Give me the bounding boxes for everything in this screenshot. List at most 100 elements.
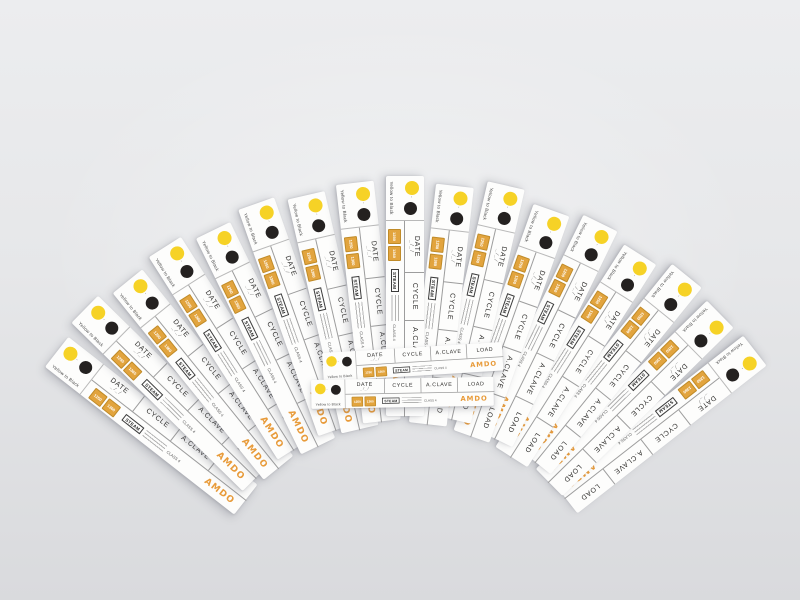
steam-label: STEAM [351, 275, 362, 300]
color-change-caption: Yellow to Black [389, 181, 394, 215]
black-processed-dot-icon [102, 318, 121, 338]
test-strip: - Yellow to Black DATE _/_/ CYCLE A.CLAV… [311, 376, 495, 409]
color-change-caption: Yellow to Black [242, 212, 259, 246]
dot-transition-dash-icon: - [265, 219, 272, 224]
field-load: LOAD [458, 377, 495, 392]
black-processed-dot-icon [143, 293, 162, 313]
field-date: DATE _/_/ [345, 378, 385, 394]
indicator-block-2: 1360 [305, 264, 322, 282]
dot-transition-dash-icon: - [326, 387, 328, 392]
indicator-dots-section: - Yellow to Black [386, 176, 424, 221]
fine-print-text [412, 365, 433, 373]
yellow-unprocessed-dot-icon [405, 181, 419, 195]
fine-print-text [282, 317, 299, 346]
dot-transition-dash-icon: - [359, 201, 367, 205]
field-date: DATE _/_/ [405, 221, 424, 273]
black-processed-dot-icon [263, 224, 281, 241]
field-aclave: A.CLAVE [421, 377, 458, 393]
dot-transition-dash-icon: - [337, 359, 339, 365]
field-load-label: LOAD [467, 381, 485, 388]
black-processed-dot-icon [661, 295, 680, 314]
field-date-label: DATE [413, 235, 421, 258]
black-processed-dot-icon [618, 275, 637, 294]
class-label: CLASS 4 [424, 397, 437, 402]
indicator-block-2: 1360 [471, 250, 488, 268]
color-change-caption: Yellow to Black [315, 402, 341, 407]
class-label: CLASS 4 [165, 449, 182, 464]
yellow-unprocessed-dot-icon [257, 203, 276, 222]
field-load-label: LOAD [505, 410, 522, 434]
indicator-block-1: 1250 [388, 229, 402, 244]
dot-transition-dash-icon: - [504, 205, 511, 209]
fine-print-text [354, 302, 366, 329]
yellow-unprocessed-dot-icon [325, 355, 338, 367]
black-processed-dot-icon [177, 262, 196, 281]
chemical-indicator-blocks: 1250 1360 [388, 229, 402, 261]
color-change-caption: Yellow to Black [339, 189, 349, 223]
steam-label: STEAM [427, 276, 439, 301]
black-processed-dot-icon [310, 217, 327, 234]
black-processed-dot-icon [496, 210, 513, 227]
chemical-indicator-blocks: 1250 1360 [344, 235, 361, 270]
dot-transition-dash-icon: - [455, 206, 462, 209]
indicator-dots-section: - Yellow to Black [477, 181, 525, 234]
black-processed-dot-icon [691, 331, 711, 351]
field-load: LOAD [466, 342, 503, 358]
class-label: CLASS 4 [392, 324, 398, 341]
field-cycle-label: CYCLE [445, 292, 456, 321]
yellow-unprocessed-dot-icon [355, 186, 371, 202]
field-cycle: CYCLE [394, 346, 432, 363]
field-cycle-label: CYCLE [411, 282, 418, 311]
dot-transition-dash-icon: - [313, 212, 320, 216]
yellow-unprocessed-dot-icon [307, 196, 324, 214]
dot-transition-dash-icon: - [408, 196, 414, 198]
steam-label: STEAM [241, 316, 259, 341]
yellow-unprocessed-dot-icon [215, 228, 234, 248]
steam-label: STEAM [499, 293, 515, 318]
indicator-block-2: 1360 [375, 365, 388, 377]
indicator-block-1: 1250 [301, 247, 318, 266]
indicator-block-1: 1250 [513, 254, 531, 274]
field-cycle-label: CYCLE [372, 287, 383, 316]
class-label: CLASS 4 [211, 401, 226, 418]
indicator-block-1: 1250 [362, 366, 375, 378]
field-cycle-label: CYCLE [335, 296, 349, 325]
indicator-block-1: 1250 [351, 396, 364, 407]
black-processed-dot-icon [223, 248, 241, 266]
black-processed-dot-icon [76, 358, 95, 377]
indicator-block-2: 1360 [507, 270, 525, 290]
class-label: CLASS 4 [434, 365, 447, 370]
field-load-label: LOAD [522, 431, 541, 454]
fine-print-text [424, 302, 436, 330]
indicator-block-2: 1360 [548, 278, 567, 299]
yellow-unprocessed-dot-icon [452, 190, 469, 207]
chemical-indicator-blocks: 1250 1360 [351, 395, 377, 407]
fine-print-text [391, 295, 399, 322]
field-cycle: CYCLE [405, 273, 424, 321]
steam-label: STEAM [392, 366, 411, 374]
date-write-line: _/_/ [408, 240, 415, 253]
indicator-dots-section: - Yellow to Black [287, 191, 335, 244]
chemical-indicator-blocks: 1250 1360 [362, 365, 388, 378]
indicator-dots-section: - Yellow to Black [322, 350, 358, 382]
indicator-block-1: 1250 [258, 254, 276, 274]
field-cycle: CYCLE [384, 378, 422, 394]
class-label: CLASS 4 [293, 345, 305, 364]
field-cycle-label: CYCLE [392, 382, 414, 389]
strip-body: DATE _/_/ CYCLE A.CLAVE LOAD 1250 1360 [345, 376, 495, 408]
black-processed-dot-icon [404, 202, 417, 215]
date-write-line: _/_/ [365, 245, 373, 259]
field-aclave-label: A.CLAVE [435, 348, 462, 356]
field-load-label: LOAD [481, 406, 496, 430]
indicator-block-2: 1360 [228, 294, 248, 314]
indicator-block-1: 1250 [344, 235, 359, 253]
indicator-block-1: 1250 [430, 236, 446, 254]
black-processed-dot-icon [356, 207, 372, 222]
fine-print-text [459, 298, 474, 326]
field-date: DATE _/_/ [355, 348, 396, 366]
field-aclave-label: A.CLAVE [425, 382, 453, 388]
indicator-block-2: 1360 [188, 307, 208, 328]
steam-label: STEAM [382, 397, 400, 404]
chemical-indicator-blocks: 1250 1360 [428, 236, 446, 270]
